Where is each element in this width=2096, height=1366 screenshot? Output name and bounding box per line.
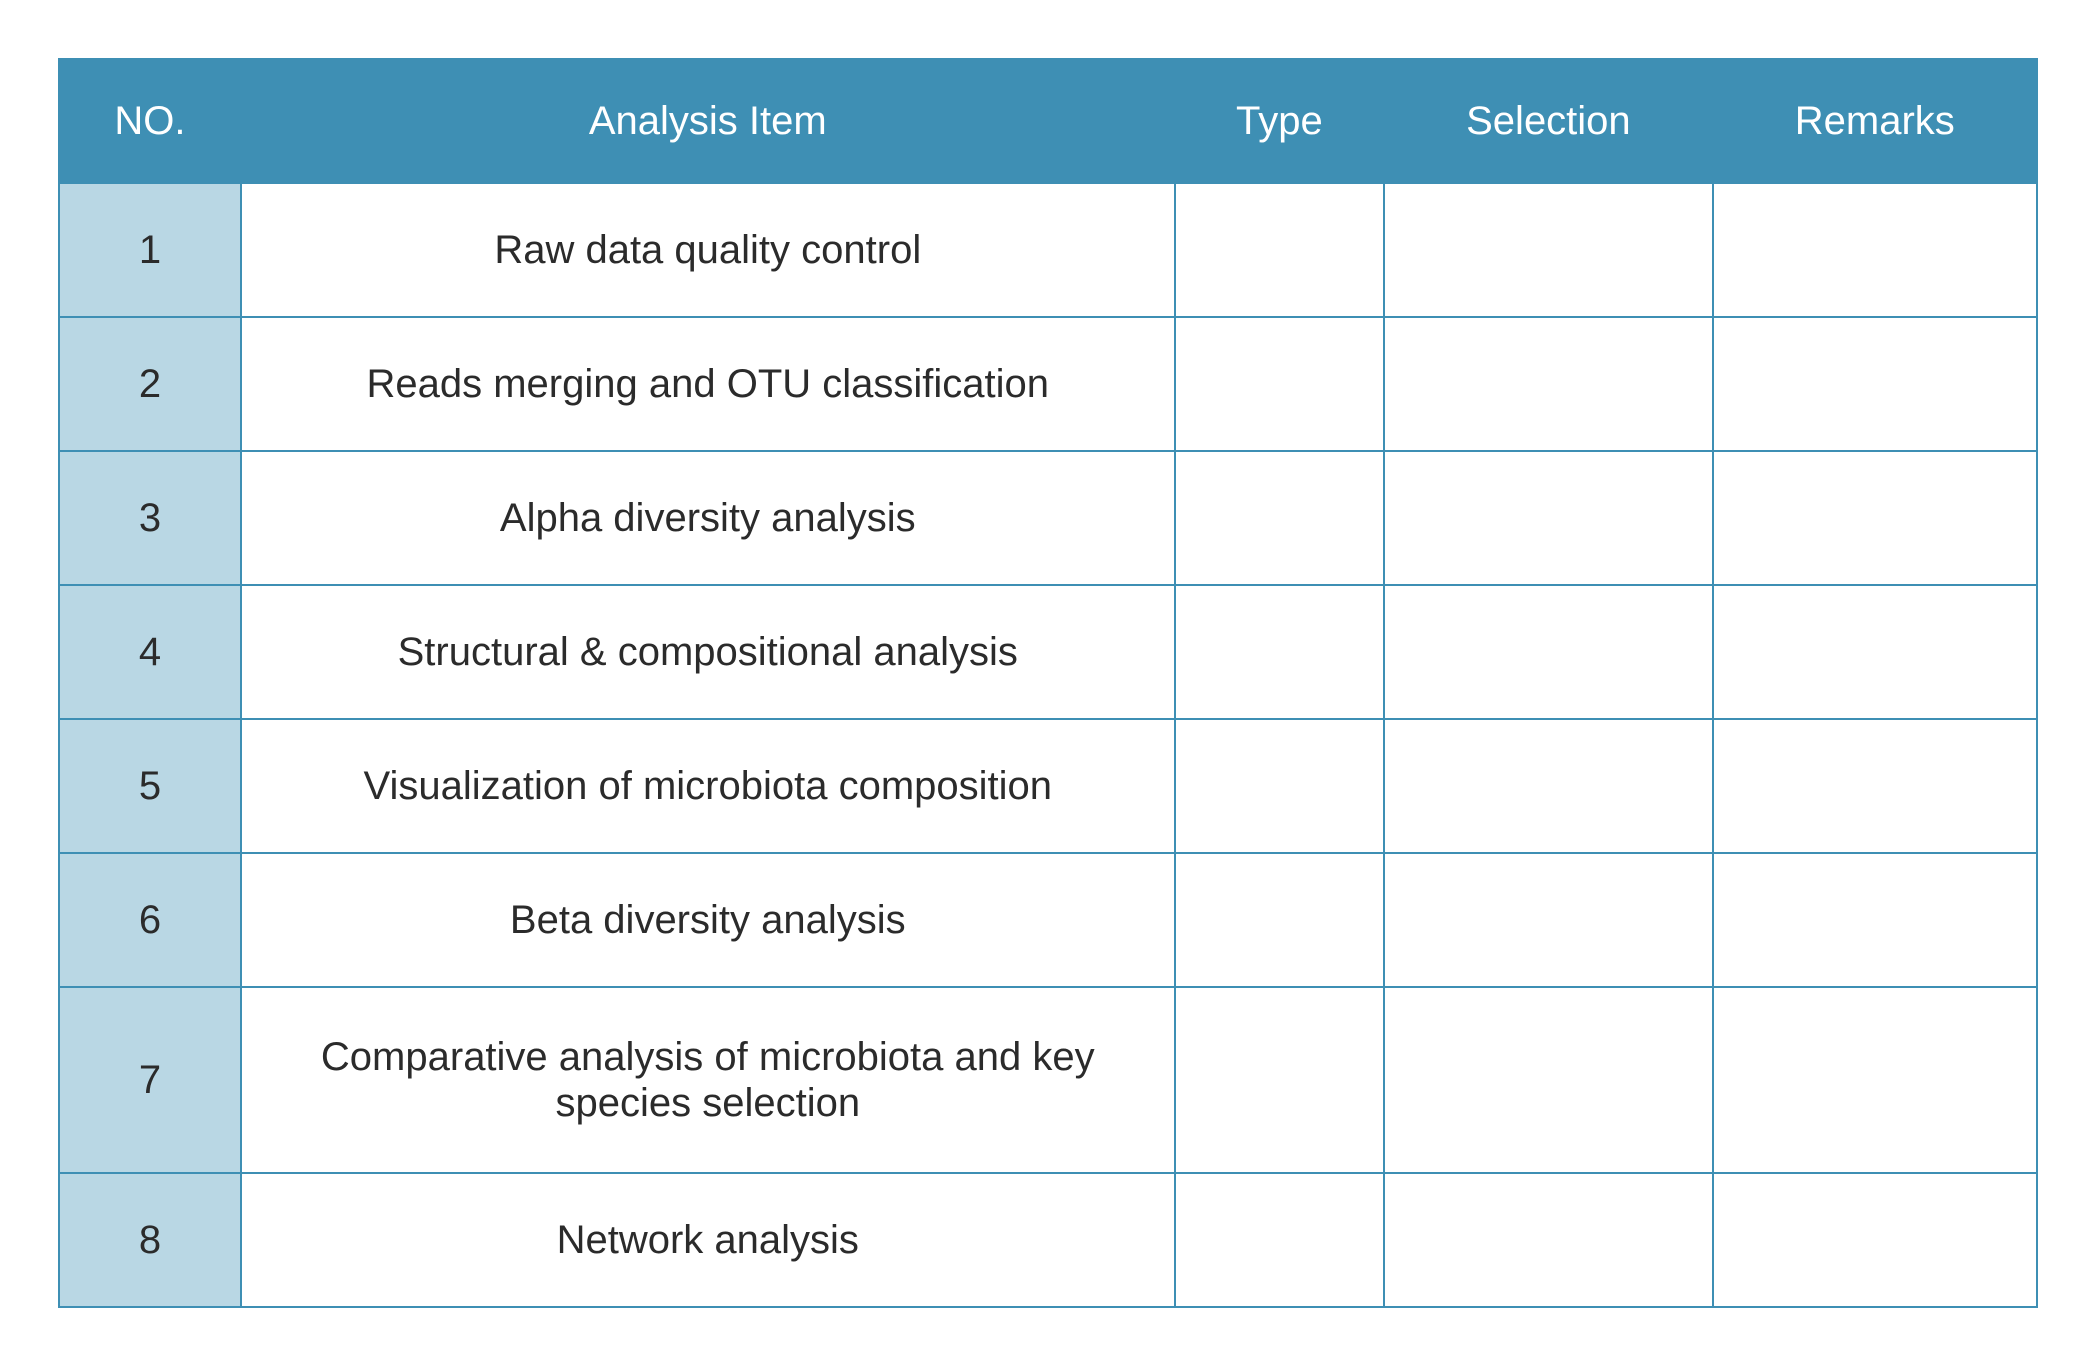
cell-type (1175, 183, 1385, 317)
cell-no: 6 (59, 853, 241, 987)
cell-item: Network analysis (241, 1173, 1175, 1307)
cell-item: Alpha diversity analysis (241, 451, 1175, 585)
cell-no: 1 (59, 183, 241, 317)
cell-item: Reads merging and OTU classification (241, 317, 1175, 451)
cell-remarks (1713, 719, 2037, 853)
table-row: 6 Beta diversity analysis (59, 853, 2037, 987)
cell-selection (1384, 853, 1712, 987)
cell-selection (1384, 317, 1712, 451)
col-header-type: Type (1175, 59, 1385, 183)
cell-item: Raw data quality control (241, 183, 1175, 317)
table-row: 8 Network analysis (59, 1173, 2037, 1307)
col-header-no: NO. (59, 59, 241, 183)
table-container: NO. Analysis Item Type Selection Remarks… (0, 0, 2096, 1366)
col-header-remarks: Remarks (1713, 59, 2037, 183)
cell-remarks (1713, 853, 2037, 987)
analysis-table: NO. Analysis Item Type Selection Remarks… (58, 58, 2038, 1308)
cell-type (1175, 451, 1385, 585)
cell-type (1175, 1173, 1385, 1307)
cell-remarks (1713, 317, 2037, 451)
table-row: 1 Raw data quality control (59, 183, 2037, 317)
table-row: 7 Comparative analysis of microbiota and… (59, 987, 2037, 1173)
cell-remarks (1713, 987, 2037, 1173)
cell-item: Comparative analysis of microbiota and k… (241, 987, 1175, 1173)
cell-remarks (1713, 1173, 2037, 1307)
cell-type (1175, 317, 1385, 451)
cell-selection (1384, 719, 1712, 853)
table-row: 3 Alpha diversity analysis (59, 451, 2037, 585)
cell-type (1175, 585, 1385, 719)
cell-no: 3 (59, 451, 241, 585)
cell-selection (1384, 1173, 1712, 1307)
cell-remarks (1713, 585, 2037, 719)
col-header-item: Analysis Item (241, 59, 1175, 183)
table-row: 2 Reads merging and OTU classification (59, 317, 2037, 451)
cell-type (1175, 987, 1385, 1173)
cell-remarks (1713, 451, 2037, 585)
cell-type (1175, 853, 1385, 987)
cell-selection (1384, 183, 1712, 317)
cell-item: Beta diversity analysis (241, 853, 1175, 987)
cell-selection (1384, 585, 1712, 719)
table-row: 4 Structural & compositional analysis (59, 585, 2037, 719)
col-header-selection: Selection (1384, 59, 1712, 183)
cell-selection (1384, 451, 1712, 585)
cell-remarks (1713, 183, 2037, 317)
cell-no: 2 (59, 317, 241, 451)
cell-no: 8 (59, 1173, 241, 1307)
cell-type (1175, 719, 1385, 853)
cell-item: Structural & compositional analysis (241, 585, 1175, 719)
cell-no: 4 (59, 585, 241, 719)
cell-selection (1384, 987, 1712, 1173)
cell-no: 7 (59, 987, 241, 1173)
cell-item: Visualization of microbiota composition (241, 719, 1175, 853)
table-header-row: NO. Analysis Item Type Selection Remarks (59, 59, 2037, 183)
table-row: 5 Visualization of microbiota compositio… (59, 719, 2037, 853)
cell-no: 5 (59, 719, 241, 853)
